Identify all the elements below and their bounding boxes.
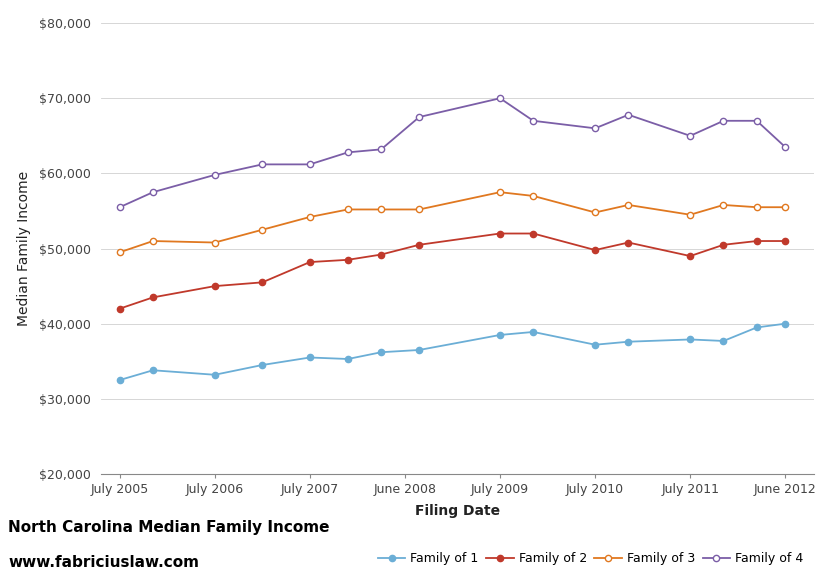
Family of 1 <box>718 338 728 344</box>
Family of 2 <box>305 258 315 265</box>
Text: www.fabriciuslaw.com: www.fabriciuslaw.com <box>8 555 200 570</box>
Family of 1 <box>752 324 762 331</box>
Family of 3 <box>685 211 696 218</box>
Family of 2 <box>529 230 539 237</box>
Family of 4 <box>376 146 386 153</box>
Text: North Carolina Median Family Income: North Carolina Median Family Income <box>8 520 330 535</box>
Family of 1 <box>623 338 633 345</box>
Family of 2 <box>115 305 125 312</box>
Family of 3 <box>495 188 505 195</box>
Family of 2 <box>376 251 386 258</box>
Family of 1 <box>590 341 600 348</box>
Family of 3 <box>623 202 633 209</box>
Family of 4 <box>718 117 728 124</box>
Family of 4 <box>685 132 696 139</box>
Family of 4 <box>115 203 125 210</box>
Family of 3 <box>752 203 762 210</box>
Family of 1 <box>305 354 315 361</box>
Family of 4 <box>305 161 315 168</box>
Family of 4 <box>780 143 790 150</box>
Family of 2 <box>623 239 633 246</box>
Family of 3 <box>258 226 268 233</box>
Family of 2 <box>343 257 353 264</box>
Family of 2 <box>414 242 425 249</box>
Family of 1 <box>210 371 220 378</box>
Line: Family of 2: Family of 2 <box>117 231 789 312</box>
Family of 4 <box>343 149 353 156</box>
Family of 2 <box>495 230 505 237</box>
Family of 3 <box>343 206 353 213</box>
Family of 2 <box>258 279 268 286</box>
Family of 3 <box>115 249 125 255</box>
Family of 3 <box>414 206 425 213</box>
Line: Family of 4: Family of 4 <box>117 95 789 210</box>
Family of 3 <box>210 239 220 246</box>
Family of 4 <box>752 117 762 124</box>
Family of 3 <box>718 202 728 209</box>
Family of 2 <box>752 238 762 244</box>
Family of 1 <box>148 367 158 374</box>
Family of 3 <box>376 206 386 213</box>
Family of 1 <box>685 336 696 343</box>
Family of 2 <box>148 294 158 301</box>
Family of 3 <box>590 209 600 216</box>
Legend: Family of 1, Family of 2, Family of 3, Family of 4: Family of 1, Family of 2, Family of 3, F… <box>378 553 804 565</box>
Family of 2 <box>718 242 728 249</box>
Family of 4 <box>210 172 220 179</box>
Family of 2 <box>590 247 600 254</box>
Family of 3 <box>148 238 158 244</box>
Family of 4 <box>148 188 158 195</box>
Family of 1 <box>414 347 425 354</box>
Family of 4 <box>495 95 505 102</box>
Family of 1 <box>376 349 386 355</box>
Line: Family of 1: Family of 1 <box>117 321 789 383</box>
Family of 3 <box>305 213 315 220</box>
Family of 1 <box>529 328 539 335</box>
Line: Family of 3: Family of 3 <box>117 189 789 255</box>
Family of 4 <box>590 125 600 132</box>
Family of 2 <box>685 253 696 260</box>
Family of 1 <box>780 320 790 327</box>
Family of 4 <box>414 113 425 120</box>
Family of 1 <box>115 377 125 384</box>
Family of 2 <box>210 283 220 290</box>
X-axis label: Filing Date: Filing Date <box>414 505 500 518</box>
Family of 1 <box>495 331 505 338</box>
Family of 3 <box>780 203 790 210</box>
Family of 2 <box>780 238 790 244</box>
Family of 1 <box>258 362 268 369</box>
Family of 4 <box>258 161 268 168</box>
Family of 1 <box>343 355 353 362</box>
Y-axis label: Median Family Income: Median Family Income <box>17 171 31 326</box>
Family of 3 <box>529 192 539 199</box>
Family of 4 <box>529 117 539 124</box>
Family of 4 <box>623 112 633 118</box>
